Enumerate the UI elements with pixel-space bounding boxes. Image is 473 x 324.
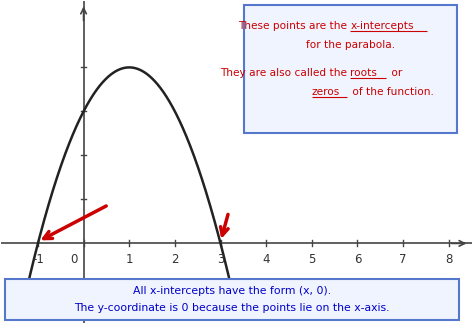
FancyBboxPatch shape	[244, 5, 456, 133]
Text: x-intercepts: x-intercepts	[350, 21, 414, 31]
Text: 5: 5	[308, 253, 315, 266]
Text: They are also called the: They are also called the	[220, 68, 350, 78]
Text: All x-intercepts have the form (x, 0).: All x-intercepts have the form (x, 0).	[133, 286, 331, 296]
Text: 2: 2	[171, 253, 179, 266]
Text: 7: 7	[399, 253, 407, 266]
Text: 8: 8	[445, 253, 453, 266]
Text: zeros: zeros	[312, 87, 340, 97]
Text: 6: 6	[354, 253, 361, 266]
Text: 4: 4	[263, 253, 270, 266]
Text: 1: 1	[125, 253, 133, 266]
Text: The y-coordinate is 0 because the points lie on the x-axis.: The y-coordinate is 0 because the points…	[74, 303, 390, 313]
Text: for the parabola.: for the parabola.	[306, 40, 395, 50]
Text: 0: 0	[71, 253, 78, 266]
Text: -1: -1	[32, 253, 44, 266]
Text: These points are the: These points are the	[238, 21, 350, 31]
Text: or: or	[388, 68, 402, 78]
Text: of the function.: of the function.	[349, 87, 434, 97]
Text: roots: roots	[350, 68, 377, 78]
FancyBboxPatch shape	[5, 280, 459, 320]
Text: 3: 3	[217, 253, 224, 266]
